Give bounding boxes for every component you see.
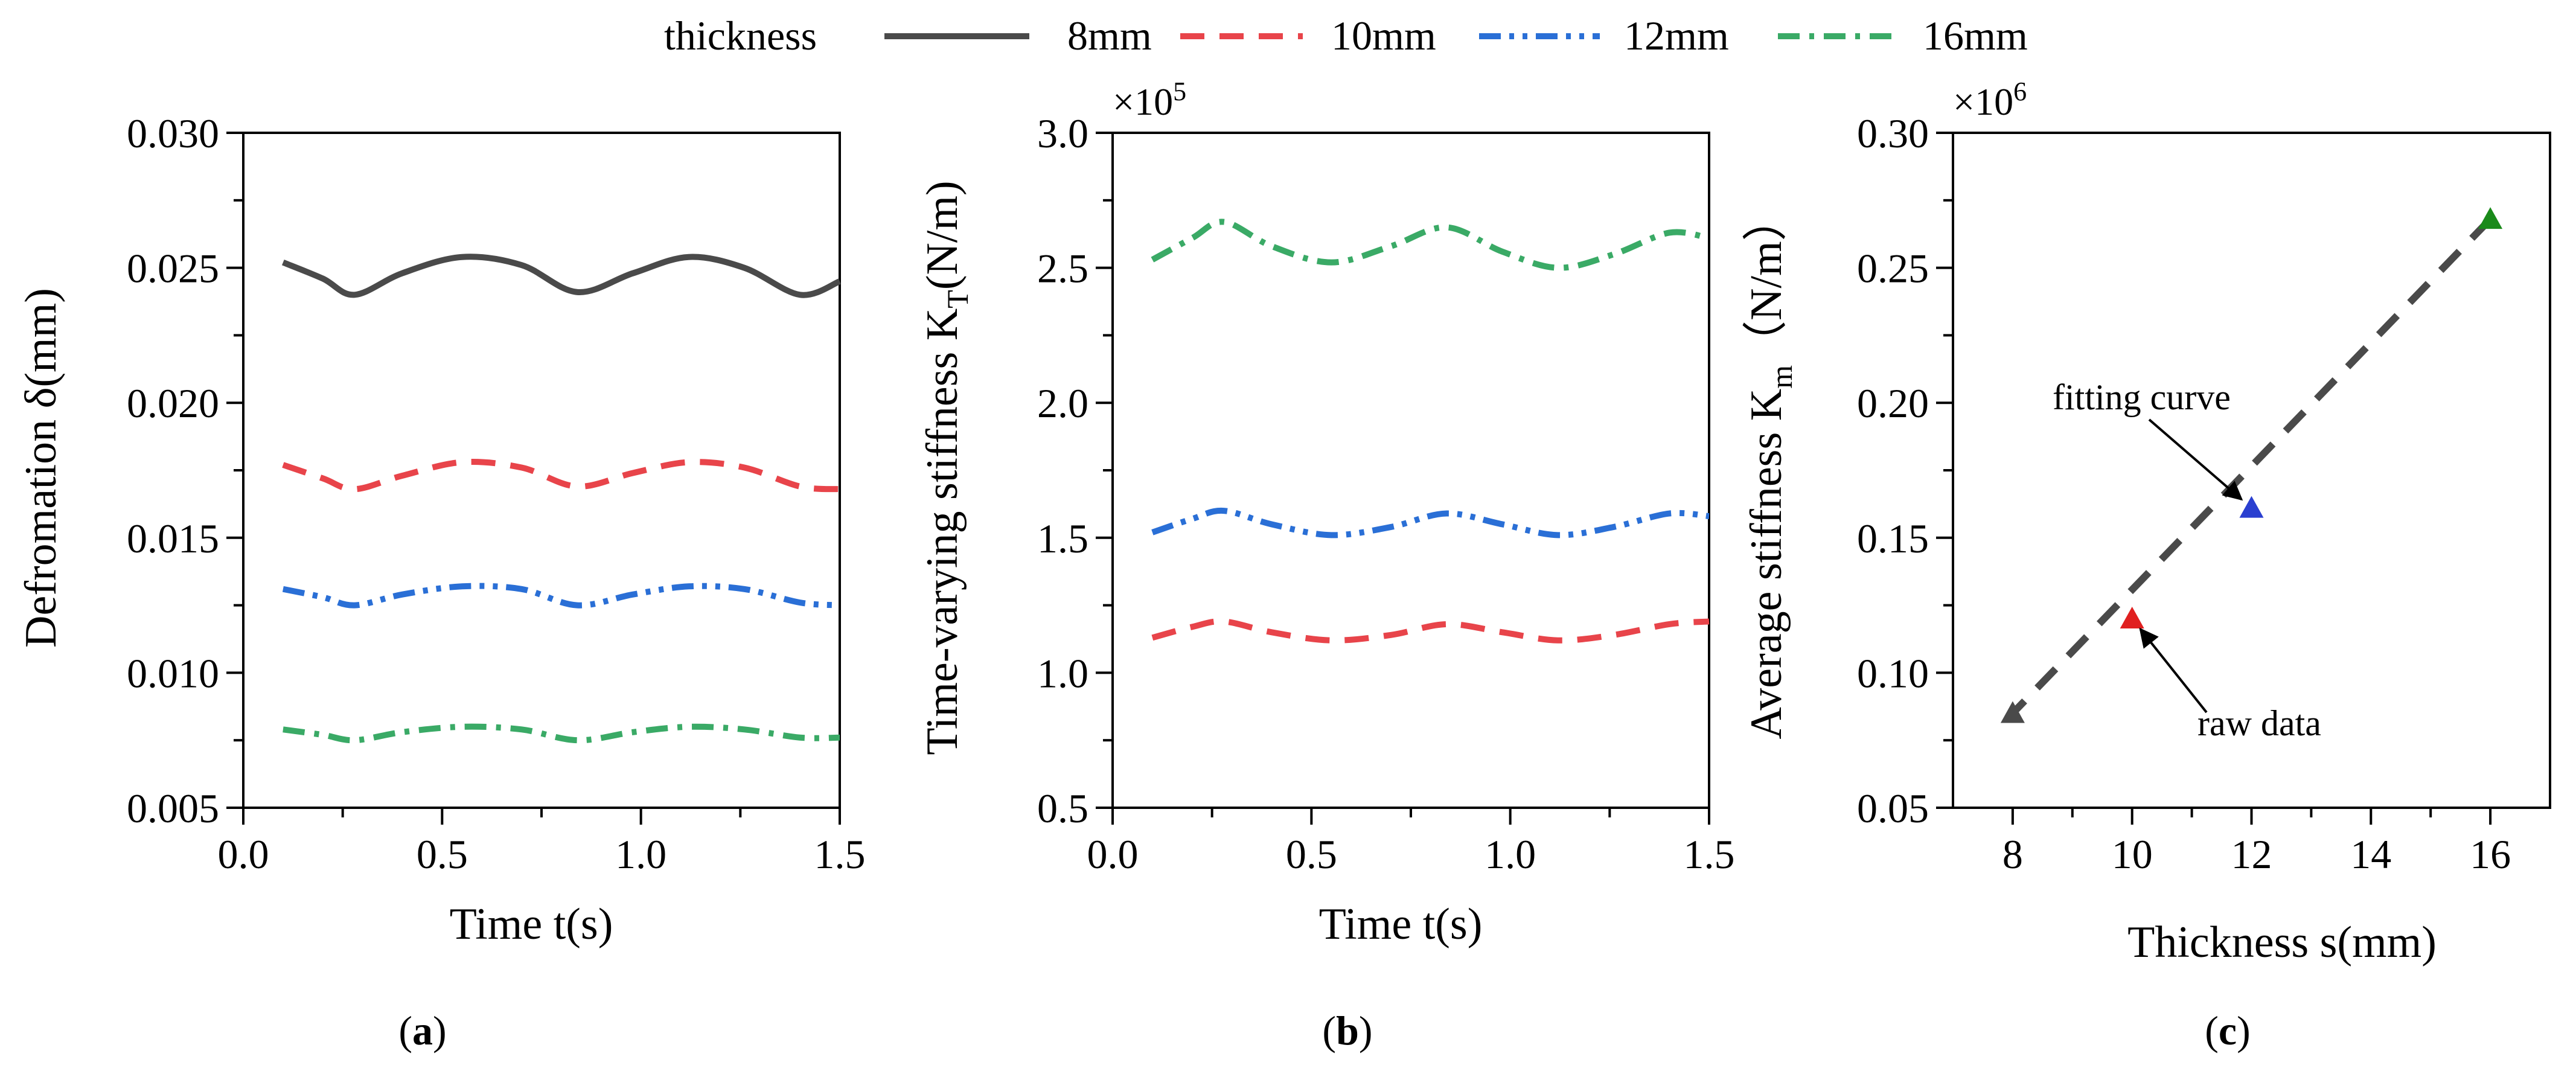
y-tick-label: 0.015 bbox=[127, 516, 219, 561]
multiplier-c: ×106 bbox=[1953, 77, 2027, 123]
annotation-raw-data: raw data bbox=[2197, 703, 2321, 743]
x-tick-label: 0.5 bbox=[1286, 831, 1337, 877]
x-axis-label-a: Time t(s) bbox=[450, 900, 613, 949]
y-axis-label-b: Time-varying stiffness KT(N/m) bbox=[918, 181, 974, 755]
y-tick-label: 2.5 bbox=[1037, 246, 1088, 292]
axes-a: 0.0 0.5 1.0 1.5 0.005 0.010 0.015 0.020 0.025 0.0… bbox=[127, 110, 866, 877]
y-axis-label-b-main: Time-varying stiffness K bbox=[918, 308, 967, 755]
y-tick-label: 0.30 bbox=[1857, 110, 1929, 156]
x-tick-label: 8 bbox=[2002, 831, 2023, 877]
x-tick-label: 12 bbox=[2231, 831, 2272, 877]
data-point-16 bbox=[2478, 207, 2503, 229]
series-line-16mm bbox=[283, 723, 840, 744]
y-tick-label: 0.030 bbox=[127, 110, 219, 156]
multiplier-c-base: ×10 bbox=[1953, 80, 2013, 123]
x-tick-label: 0.0 bbox=[218, 831, 269, 877]
y-axis-label-b-suffix: (N/m) bbox=[918, 181, 967, 290]
y-tick-label: 0.15 bbox=[1857, 516, 1929, 561]
x-tick-label: 16 bbox=[2470, 831, 2511, 877]
x-axis-label-b: Time t(s) bbox=[1319, 900, 1483, 949]
y-tick-label: 0.020 bbox=[127, 380, 219, 426]
multiplier-b: ×105 bbox=[1113, 77, 1186, 123]
caption-a-letter: a bbox=[412, 1008, 433, 1053]
legend-label-12mm: 12mm bbox=[1624, 13, 1729, 59]
axes-c: 8 10 12 14 16 0.05 0.10 0.15 0.20 0.25 0.30 bbox=[1857, 110, 2511, 877]
series-group-a bbox=[281, 254, 841, 744]
x-tick-label: 10 bbox=[2112, 831, 2153, 877]
y-tick-label: 1.0 bbox=[1037, 650, 1088, 696]
series-group-c bbox=[2000, 207, 2503, 723]
multiplier-c-exp: 6 bbox=[2013, 77, 2027, 106]
caption-b: (b) bbox=[1322, 1008, 1372, 1053]
x-tick-label: 1.0 bbox=[615, 831, 666, 877]
series-line-12mm bbox=[282, 583, 840, 609]
annotation-fitting-curve: fitting curve bbox=[2053, 377, 2231, 417]
y-axis-label-c-suffix: （N/m） bbox=[1742, 196, 1791, 365]
chart-b: 0.0 0.5 1.0 1.50.51.01.52.02.53.0 ×105 Time… bbox=[918, 77, 1735, 1053]
x-tick-label: 0.0 bbox=[1087, 831, 1139, 877]
x-tick-label: 1.5 bbox=[1684, 831, 1735, 877]
x-tick-label: 1.5 bbox=[814, 831, 866, 877]
annotation-arrow bbox=[2139, 627, 2208, 714]
y-tick-label: 0.10 bbox=[1857, 650, 1929, 696]
legend-label-8mm: 8mm bbox=[1067, 13, 1152, 59]
y-tick-label: 0.25 bbox=[1857, 246, 1929, 292]
y-tick-label: 0.5 bbox=[1037, 785, 1088, 831]
axes-b: 0.0 0.5 1.0 1.50.51.01.52.02.53.0 bbox=[1037, 110, 1735, 877]
data-point-12 bbox=[2239, 496, 2264, 518]
chart-a: 0.0 0.5 1.0 1.5 0.005 0.010 0.015 0.020 0.025 0.0… bbox=[16, 110, 866, 1053]
multiplier-b-base: ×10 bbox=[1113, 80, 1173, 123]
x-axis-label-c: Thickness s(mm) bbox=[2127, 918, 2437, 967]
y-axis-label-c: Average stiffness Km（N/m） bbox=[1742, 196, 1798, 739]
y-axis-label-a: Defromation δ(mm) bbox=[16, 288, 66, 648]
caption-c: (c) bbox=[2205, 1008, 2251, 1053]
y-axis-label-c-sub: m bbox=[1765, 365, 1798, 389]
y-tick-label: 0.05 bbox=[1857, 785, 1929, 831]
legend-title: thickness bbox=[664, 13, 817, 59]
y-tick-label: 0.005 bbox=[127, 785, 219, 831]
y-tick-label: 3.0 bbox=[1037, 110, 1088, 156]
fit-line bbox=[2010, 216, 2493, 716]
y-tick-label: 0.025 bbox=[127, 246, 219, 292]
series-line-16mm bbox=[1151, 219, 1710, 271]
y-axis-label-b-sub: T bbox=[941, 290, 974, 308]
series-line-10mm bbox=[1151, 618, 1710, 644]
data-point-10 bbox=[2120, 606, 2144, 628]
chart-c: 8 10 12 14 16 0.05 0.10 0.15 0.20 0.25 0.30 ×106 T… bbox=[1742, 77, 2551, 1053]
x-tick-label: 1.0 bbox=[1485, 831, 1536, 877]
caption-b-letter: b bbox=[1336, 1008, 1359, 1053]
legend-label-10mm: 10mm bbox=[1331, 13, 1436, 59]
y-tick-label: 2.0 bbox=[1037, 380, 1088, 426]
series-line-8mm bbox=[281, 254, 841, 298]
y-tick-label: 0.20 bbox=[1857, 380, 1929, 426]
caption-a: (a) bbox=[398, 1008, 446, 1053]
series-line-10mm bbox=[282, 459, 840, 493]
multiplier-b-exp: 5 bbox=[1173, 77, 1186, 106]
y-axis-label-c-main: Average stiffness K bbox=[1742, 389, 1791, 740]
y-tick-label: 1.5 bbox=[1037, 516, 1088, 561]
legend: thickness 8mm 10mm 12mm 16mm bbox=[664, 13, 2028, 59]
legend-label-16mm: 16mm bbox=[1923, 13, 2028, 59]
annotation-arrow bbox=[2148, 418, 2243, 501]
x-tick-label: 0.5 bbox=[417, 831, 468, 877]
series-line-12mm bbox=[1151, 507, 1710, 538]
y-tick-label: 0.010 bbox=[127, 650, 219, 696]
x-tick-label: 14 bbox=[2350, 831, 2391, 877]
caption-c-letter: c bbox=[2219, 1008, 2237, 1053]
series-group-b bbox=[1151, 219, 1710, 644]
data-point-8 bbox=[2000, 701, 2025, 723]
